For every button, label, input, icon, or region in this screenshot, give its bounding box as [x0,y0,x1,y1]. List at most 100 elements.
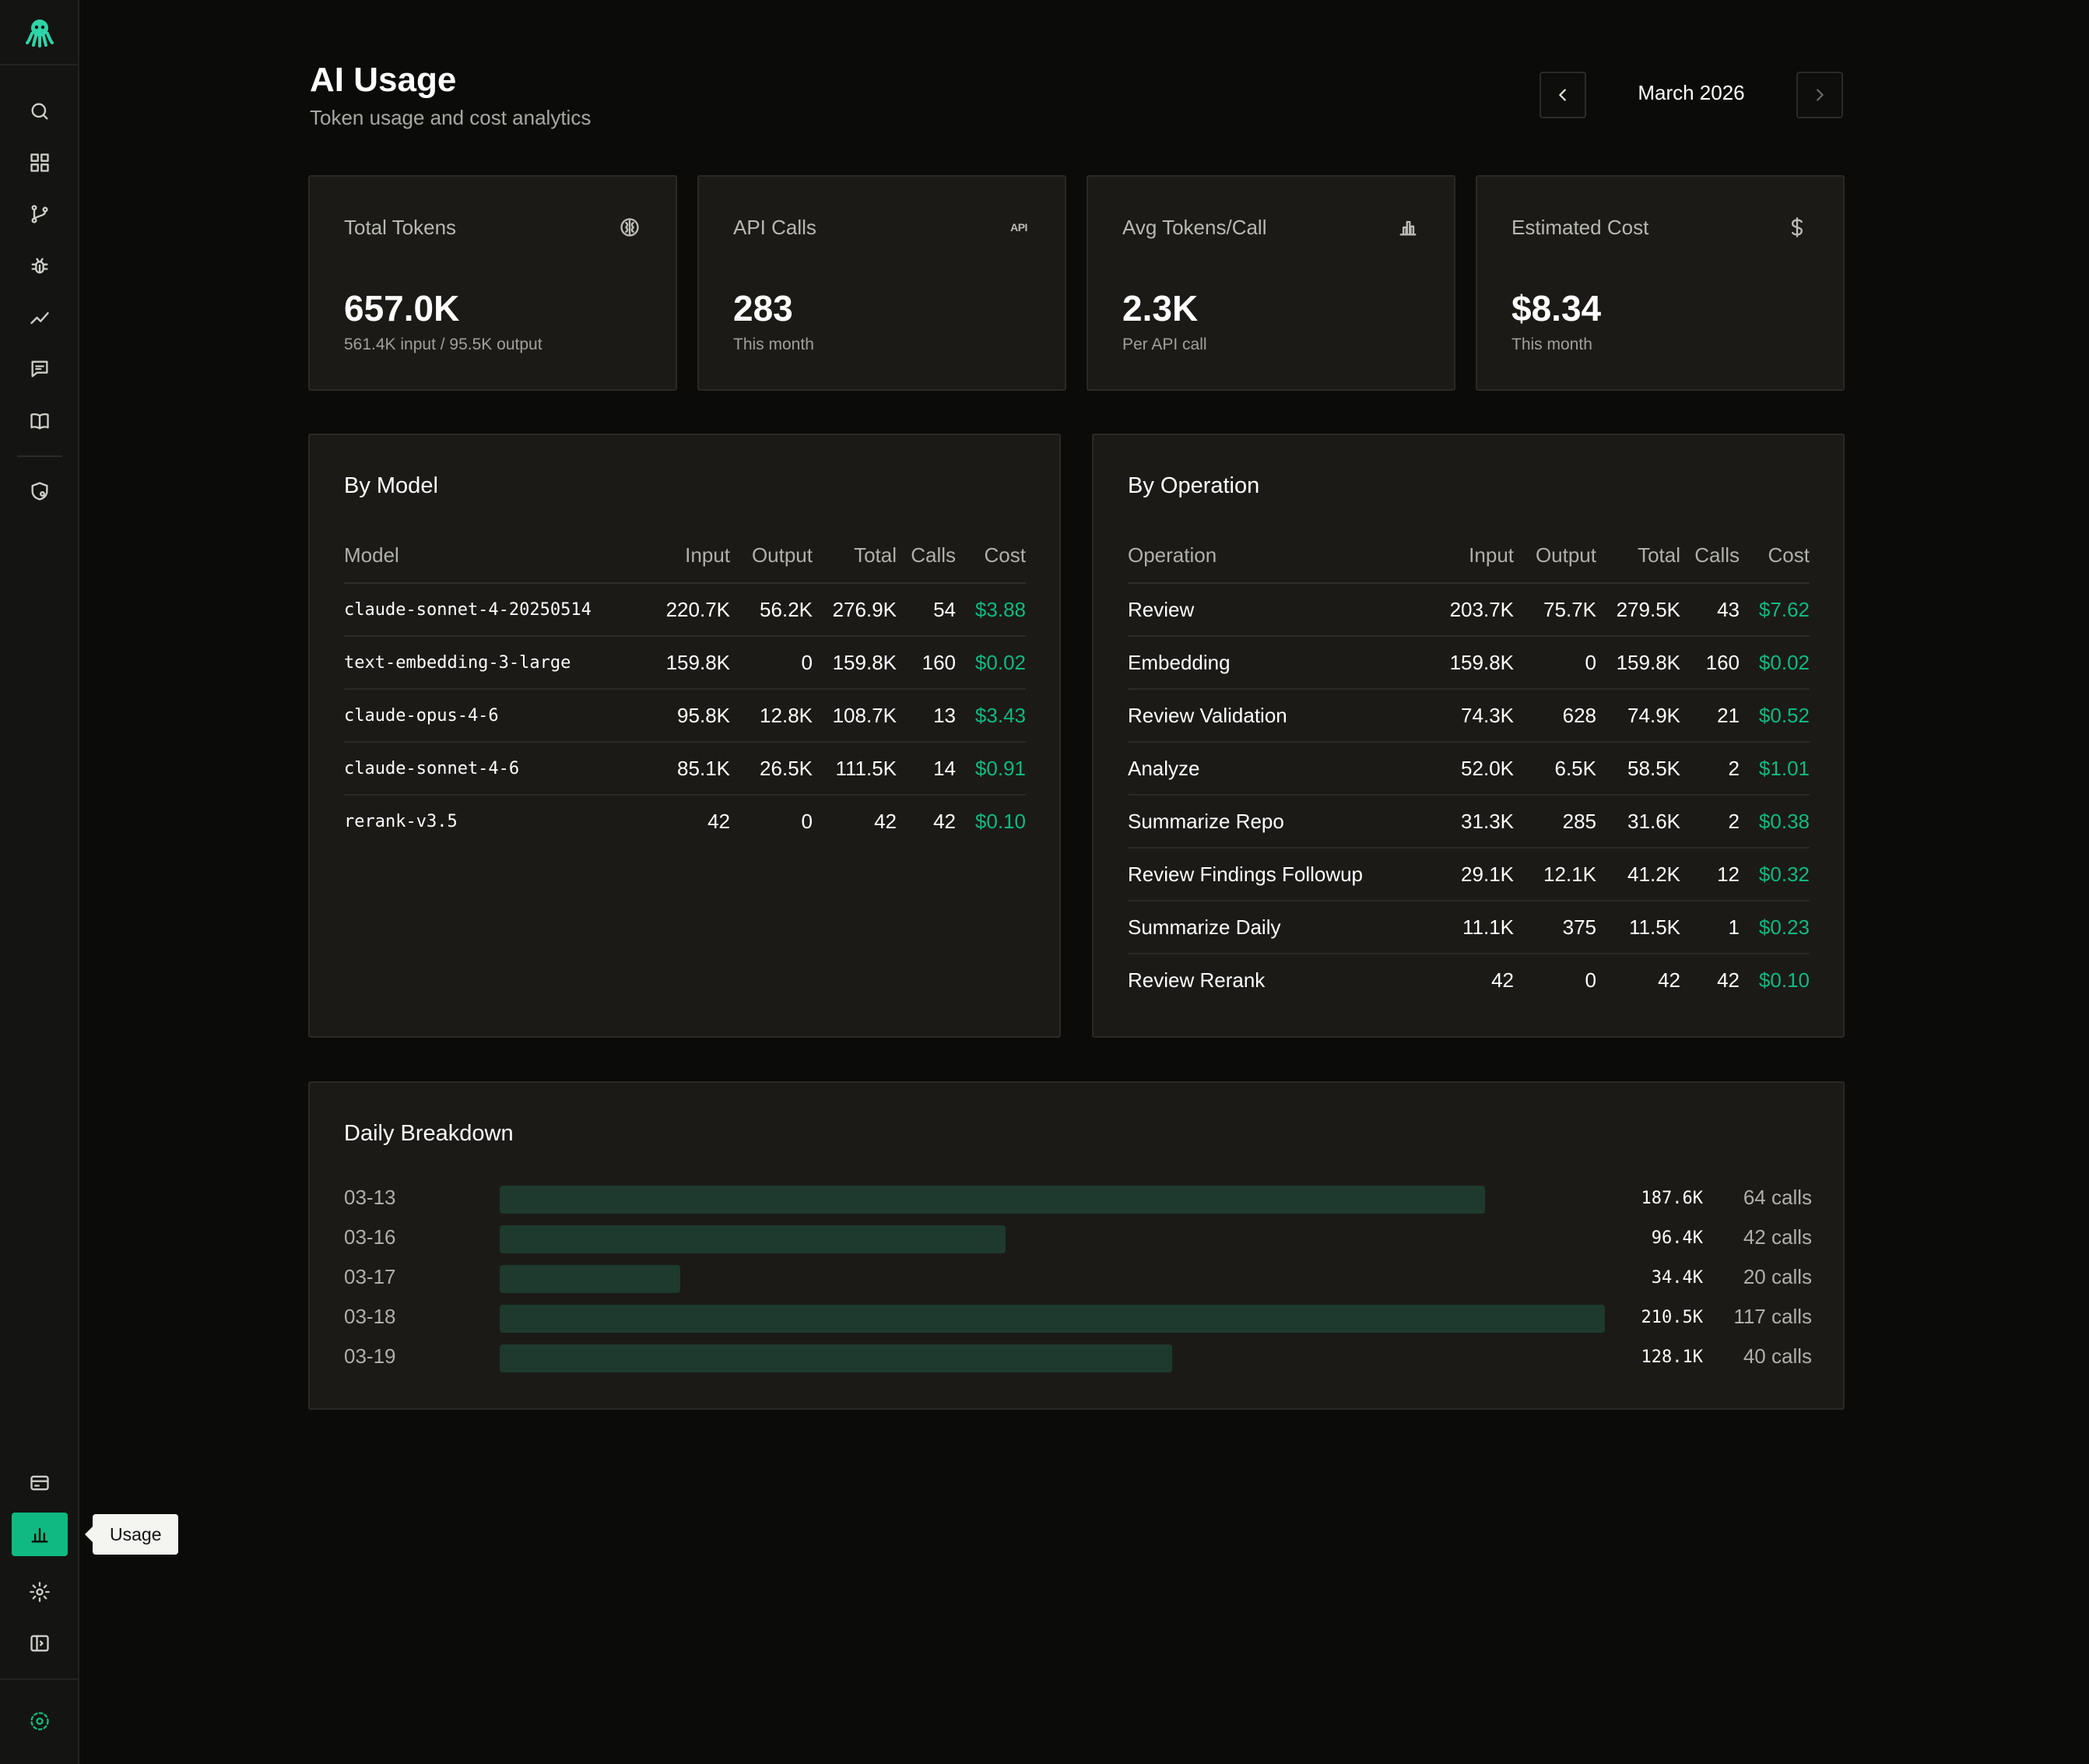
daily-row: 03-13 187.6K 64 calls [344,1184,1812,1215]
column-header[interactable]: Operation [1128,529,1424,584]
cost-value: $0.91 [956,742,1026,796]
total-tokens: 159.8K [813,636,897,690]
app-logo[interactable] [0,0,79,65]
cost-value: $0.38 [1740,795,1810,849]
stat-label: Estimated Cost [1511,216,1649,239]
column-header[interactable]: Output [730,529,813,584]
billing-icon[interactable] [12,1461,68,1505]
column-header[interactable]: Cost [956,529,1026,584]
model-name: rerank-v3.5 [344,812,458,831]
bar-chart-icon [1396,216,1420,239]
input-tokens: 95.8K [640,689,730,743]
call-count: 13 [897,689,956,743]
output-tokens: 75.7K [1514,583,1596,637]
input-tokens: 220.7K [640,583,730,637]
column-header[interactable]: Input [1424,529,1514,584]
table-row: Review 203.7K 75.7K 279.5K 43 $7.62 [1128,583,1810,637]
stat-subtext: 561.4K input / 95.5K output [344,336,542,353]
output-tokens: 285 [1514,795,1596,849]
trend-icon[interactable] [12,296,68,339]
next-month-button[interactable] [1796,72,1843,118]
operation-name: Review Validation [1128,689,1424,743]
call-count: 43 [1680,583,1740,637]
sidebar-divider [17,455,62,457]
by-model-panel: By Model Model Input Output Total Calls … [308,434,1061,1038]
total-tokens: 11.5K [1596,901,1680,954]
shield-settings-icon[interactable] [12,469,68,513]
cost-value: $0.02 [956,636,1026,690]
section-title: By Model [344,473,438,498]
call-count: 12 [1680,848,1740,901]
status-icon[interactable] [12,1699,68,1743]
table-header-row: Operation Input Output Total Calls Cost [1128,529,1810,584]
call-count: 42 [933,810,956,833]
output-tokens: 12.8K [730,689,813,743]
call-count: 160 [897,636,956,690]
day-tokens: 96.4K [1651,1228,1703,1248]
chat-icon[interactable] [12,347,68,391]
bug-icon[interactable] [12,244,68,288]
dashboard-icon[interactable] [12,141,68,184]
stat-label: API Calls [733,216,816,239]
table-row: Summarize Repo 31.3K 285 31.6K 2 $0.38 [1128,795,1810,849]
table-row: Analyze 52.0K 6.5K 58.5K 2 $1.01 [1128,742,1810,796]
stat-label: Avg Tokens/Call [1122,216,1267,239]
operation-name: Review Findings Followup [1128,848,1424,901]
collapse-sidebar-icon[interactable] [12,1622,68,1665]
input-tokens: 74.3K [1424,689,1514,743]
daily-row: 03-16 96.4K 42 calls [344,1224,1812,1255]
column-header[interactable]: Output [1514,529,1596,584]
call-count: 54 [897,583,956,637]
daily-row: 03-19 128.1K 40 calls [344,1343,1812,1374]
book-icon[interactable] [12,399,68,443]
total-tokens: 58.5K [1596,742,1680,796]
day-calls: 117 calls [1733,1305,1812,1328]
search-icon[interactable] [12,90,68,133]
usage-bar [500,1186,1485,1214]
page-subtitle: Token usage and cost analytics [310,106,592,129]
input-tokens: 42 [1491,968,1514,992]
model-name: claude-opus-4-6 [344,689,640,743]
git-branch-icon[interactable] [12,192,68,236]
stat-subtext: This month [1511,336,1592,353]
stat-value: $8.34 [1511,288,1602,329]
column-header[interactable]: Total [813,529,897,584]
stat-card-estimated-cost: Estimated Cost $8.34 This month [1476,175,1845,391]
bar-track [500,1265,1605,1293]
sidebar-divider [0,1678,79,1680]
model-name: claude-sonnet-4-20250514 [344,583,640,637]
settings-icon[interactable] [12,1570,68,1614]
column-header[interactable]: Cost [1740,529,1810,584]
total-tokens: 111.5K [813,742,897,796]
day-date: 03-19 [344,1344,396,1368]
output-tokens: 56.2K [730,583,813,637]
output-tokens: 26.5K [730,742,813,796]
column-header[interactable]: Total [1596,529,1680,584]
input-tokens: 11.1K [1424,901,1514,954]
input-tokens: 159.8K [1424,636,1514,690]
brain-icon [618,216,641,239]
prev-month-button[interactable] [1540,72,1586,118]
day-date: 03-17 [344,1265,396,1288]
column-header[interactable]: Calls [897,529,956,584]
total-tokens: 276.9K [813,583,897,637]
cost-value: $3.88 [956,583,1026,637]
total-tokens: 108.7K [813,689,897,743]
stat-card-avg-tokens: Avg Tokens/Call 2.3K Per API call [1087,175,1455,391]
input-tokens: 203.7K [1424,583,1514,637]
usage-icon[interactable] [12,1513,68,1556]
total-tokens: 42 [1658,968,1680,992]
stat-value: 283 [733,288,793,329]
total-tokens: 31.6K [1596,795,1680,849]
cost-value: $0.10 [974,810,1026,833]
column-header[interactable]: Input [640,529,730,584]
table-header-row: Model Input Output Total Calls Cost [344,529,1026,584]
day-date: 03-13 [344,1186,396,1209]
call-count: 2 [1680,742,1740,796]
column-header[interactable]: Calls [1680,529,1740,584]
call-count: 42 [1717,968,1740,992]
output-tokens: 12.1K [1514,848,1596,901]
column-header[interactable]: Model [344,529,640,584]
chevron-left-icon [1559,89,1566,101]
bar-track [500,1305,1605,1333]
